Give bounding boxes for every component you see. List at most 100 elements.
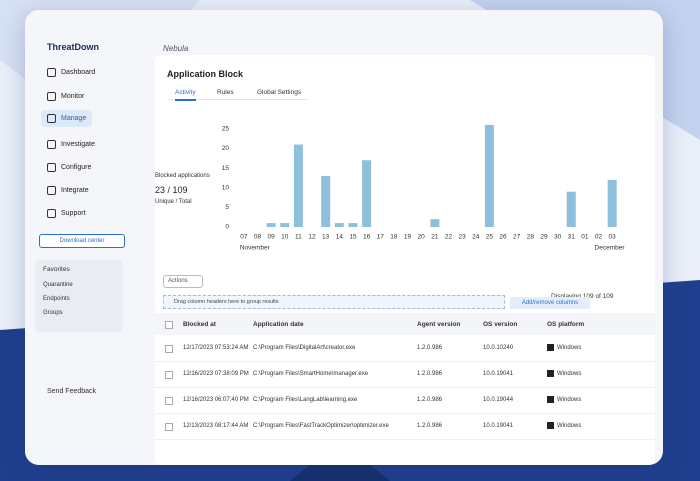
table: Blocked at Application date Agent version O… bbox=[155, 313, 655, 463]
x-tick-label: 28 bbox=[527, 234, 535, 241]
table-cell: 1.2.0.986 bbox=[417, 423, 443, 429]
checkbox[interactable] bbox=[165, 345, 173, 353]
nav-item[interactable]: Monitor bbox=[47, 92, 84, 101]
tab[interactable]: Global Settings bbox=[257, 89, 302, 96]
x-tick-label: 16 bbox=[363, 234, 371, 241]
x-tick-label: 12 bbox=[308, 234, 316, 241]
bar bbox=[430, 219, 440, 227]
nav-item[interactable]: Integrate bbox=[47, 186, 89, 195]
sidebar: ThreatDown Dashboard Monitor Manage Inve… bbox=[25, 10, 145, 465]
table-cell: 12/13/2023 08:17:44 AM bbox=[183, 423, 249, 429]
x-tick-label: 11 bbox=[295, 234, 302, 241]
table-cell: C:\Program Files\LangLab\learning.exe bbox=[253, 397, 358, 403]
nav-label: Support bbox=[61, 210, 86, 217]
table-cell: Windows bbox=[557, 397, 582, 403]
row-divider bbox=[155, 387, 655, 388]
bar bbox=[484, 124, 494, 227]
nav-label: Dashboard bbox=[61, 69, 96, 76]
nav-item[interactable]: Dashboard bbox=[47, 68, 95, 77]
x-tick-label: 30 bbox=[554, 234, 562, 241]
x-tick-label: 14 bbox=[336, 234, 344, 241]
x-tick-label: 24 bbox=[472, 234, 480, 241]
tabs bbox=[167, 85, 307, 100]
table-cell: 12/17/2023 07:53:24 AM bbox=[183, 345, 249, 351]
table-cell: 10.0.19041 bbox=[483, 371, 514, 377]
table-cell: 1.2.0.986 bbox=[417, 371, 443, 377]
column-header[interactable]: OS platform bbox=[547, 321, 585, 328]
nav-item[interactable]: Configure bbox=[47, 163, 91, 172]
bar bbox=[362, 160, 372, 227]
feedback-link[interactable]: Send Feedback bbox=[47, 388, 97, 395]
windows-icon bbox=[547, 370, 554, 377]
y-tick-label: 10 bbox=[222, 184, 230, 191]
x-tick-label: 09 bbox=[267, 234, 275, 241]
tab[interactable]: Rules bbox=[217, 89, 234, 96]
nav-item[interactable]: Manage bbox=[41, 110, 93, 127]
month-label: November bbox=[240, 245, 271, 252]
x-tick-label: 13 bbox=[322, 234, 330, 241]
x-tick-label: 08 bbox=[254, 234, 262, 241]
table-cell: 1.2.0.986 bbox=[417, 345, 443, 351]
nav-label: Investigate bbox=[61, 141, 95, 148]
columns-button[interactable]: Add/remove columns bbox=[510, 297, 590, 309]
tab[interactable]: Activity bbox=[175, 89, 196, 101]
table-cell: 10.0.10240 bbox=[483, 345, 514, 351]
favorites-box: Favorites Quarantine Endpoints Groups bbox=[35, 260, 123, 332]
breadcrumb: Nebula bbox=[163, 44, 189, 53]
windows-icon bbox=[547, 396, 554, 403]
bar bbox=[293, 144, 303, 227]
x-tick-label: 19 bbox=[404, 234, 412, 241]
month-label: December bbox=[595, 245, 625, 252]
checkbox[interactable] bbox=[165, 321, 173, 329]
column-header[interactable]: Application date bbox=[253, 321, 304, 328]
nav-label: Configure bbox=[61, 164, 92, 171]
actions-button[interactable]: Actions bbox=[163, 275, 203, 288]
group-drop-zone: Drag column headers here to group result… bbox=[163, 295, 505, 309]
download-button[interactable]: Download center bbox=[39, 234, 125, 248]
favorite-item[interactable]: Endpoints bbox=[43, 296, 70, 302]
stat-label: Blocked applications bbox=[155, 173, 210, 179]
nav-label: Integrate bbox=[61, 187, 89, 194]
nav-item[interactable]: Support bbox=[47, 209, 86, 218]
bar bbox=[266, 223, 276, 227]
favorite-item[interactable]: Groups bbox=[43, 310, 63, 316]
bar bbox=[607, 179, 617, 227]
logo: ThreatDown bbox=[47, 42, 100, 52]
app-window: ThreatDown Dashboard Monitor Manage Inve… bbox=[25, 10, 663, 465]
favorite-item[interactable]: Quarantine bbox=[43, 282, 73, 288]
table-cell: C:\Program Files\SmartHome\manager.exe bbox=[253, 371, 369, 377]
checkbox[interactable] bbox=[165, 397, 173, 405]
column-header[interactable]: Agent version bbox=[417, 321, 461, 328]
bar bbox=[566, 191, 576, 227]
nav-item[interactable]: Investigate bbox=[47, 140, 95, 149]
nav-label: Monitor bbox=[61, 93, 85, 100]
table-cell: 12/16/2023 07:38:09 PM bbox=[183, 371, 249, 377]
bar bbox=[334, 223, 344, 227]
column-header[interactable]: OS version bbox=[483, 321, 518, 328]
windows-icon bbox=[547, 422, 554, 429]
table-cell: 10.0.19041 bbox=[483, 423, 514, 429]
table-cell: Windows bbox=[557, 423, 582, 429]
x-tick-label: 23 bbox=[458, 234, 466, 241]
x-tick-label: 29 bbox=[540, 234, 548, 241]
table-cell: 12/16/2023 06:07:40 PM bbox=[183, 397, 249, 403]
table-cell: 10.0.19044 bbox=[483, 397, 514, 403]
stat-caption: Unique / Total bbox=[155, 199, 192, 205]
results-count: Displaying 109 of 109 bbox=[551, 293, 614, 300]
x-tick-label: 21 bbox=[431, 234, 439, 241]
x-tick-label: 15 bbox=[349, 234, 357, 241]
nav-label: Manage bbox=[61, 115, 87, 122]
checkbox[interactable] bbox=[165, 423, 173, 431]
row-divider bbox=[155, 439, 655, 440]
x-tick-label: 17 bbox=[377, 234, 385, 241]
table-cell: 1.2.0.986 bbox=[417, 397, 443, 403]
x-tick-label: 07 bbox=[240, 234, 248, 241]
column-header[interactable]: Blocked at bbox=[183, 321, 216, 328]
chart: 0 5 10 15 20 25 07 08 09 10 11 12 13 14 15 16 17 18 19 20 21… bbox=[222, 124, 625, 252]
x-tick-label: 10 bbox=[281, 234, 289, 241]
checkbox[interactable] bbox=[165, 371, 173, 379]
x-tick-label: 20 bbox=[418, 234, 426, 241]
y-tick-label: 5 bbox=[225, 204, 229, 211]
y-tick-label: 20 bbox=[222, 145, 230, 152]
x-tick-label: 03 bbox=[609, 234, 617, 241]
